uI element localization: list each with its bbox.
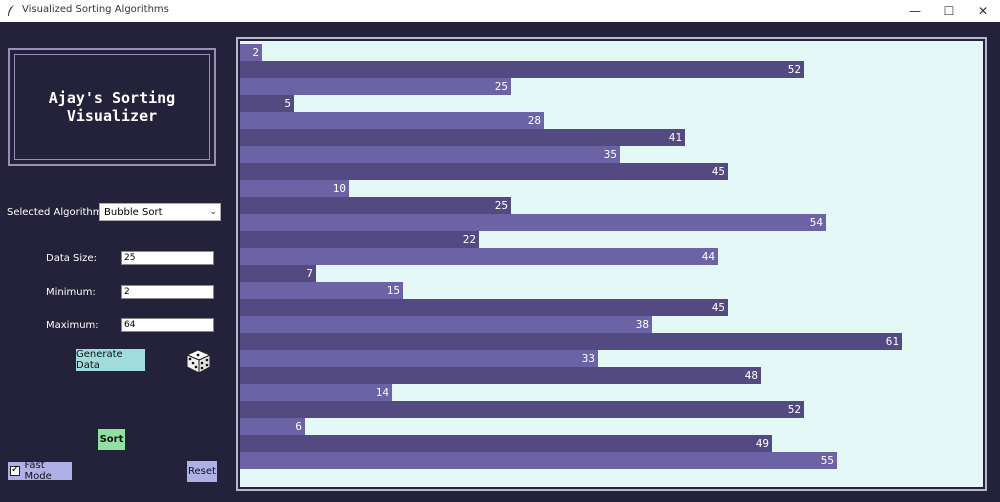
maximum-label: Maximum: (46, 320, 99, 331)
bar-value-label: 38 (635, 318, 649, 331)
data-bar: 6 (240, 418, 305, 435)
bar-value-label: 35 (603, 148, 617, 161)
bar-value-label: 54 (809, 216, 823, 229)
bar-value-label: 25 (494, 199, 508, 212)
title-bar: Visualized Sorting Algorithms — ☐ ✕ (0, 0, 1000, 23)
data-bar: 33 (240, 350, 598, 367)
bar-value-label: 49 (755, 437, 769, 450)
data-bar: 14 (240, 384, 392, 401)
data-bar: 35 (240, 146, 620, 163)
data-bar: 45 (240, 163, 728, 180)
data-bar: 25 (240, 78, 511, 95)
fast-mode-checkbox[interactable]: ✓ Fast Mode (8, 460, 72, 482)
data-bar: 15 (240, 282, 403, 299)
data-bar: 41 (240, 129, 685, 146)
minimum-label: Minimum: (46, 287, 96, 298)
reset-button[interactable]: Reset (187, 461, 217, 482)
data-bar: 25 (240, 197, 511, 214)
data-bar: 28 (240, 112, 544, 129)
data-bar: 49 (240, 435, 772, 452)
data-size-label: Data Size: (46, 253, 97, 264)
minimize-button[interactable]: — (909, 4, 921, 18)
feather-icon (8, 5, 14, 16)
dice-icon[interactable] (183, 346, 213, 376)
data-size-input[interactable]: 25 (121, 251, 214, 265)
data-bar: 5 (240, 95, 294, 112)
algorithm-label: Selected Algorithm: (7, 207, 106, 218)
algorithm-select[interactable]: Bubble Sort ⌄ (99, 203, 221, 221)
bar-value-label: 52 (787, 63, 801, 76)
bar-value-label: 44 (701, 250, 715, 263)
data-bar: 55 (240, 452, 837, 469)
check-icon: ✓ (11, 464, 20, 475)
bar-value-label: 5 (284, 97, 291, 110)
bar-value-label: 41 (668, 131, 682, 144)
maximize-button[interactable]: ☐ (943, 4, 955, 18)
logo-panel: Ajay's Sorting Visualizer (8, 48, 216, 166)
data-bar: 45 (240, 299, 728, 316)
chevron-down-icon: ⌄ (209, 207, 217, 217)
data-bar: 22 (240, 231, 479, 248)
bar-value-label: 14 (375, 386, 389, 399)
bar-value-label: 61 (885, 335, 899, 348)
minimum-input[interactable]: 2 (121, 285, 214, 299)
bar-value-label: 45 (711, 165, 725, 178)
data-bar: 52 (240, 401, 804, 418)
bar-value-label: 22 (462, 233, 476, 246)
checkbox-icon[interactable]: ✓ (10, 464, 20, 476)
bar-value-label: 15 (386, 284, 400, 297)
bar-value-label: 28 (527, 114, 541, 127)
data-bar: 61 (240, 333, 902, 350)
algorithm-select-value: Bubble Sort (104, 207, 163, 218)
window-title: Visualized Sorting Algorithms (22, 4, 169, 15)
data-bar: 52 (240, 61, 804, 78)
bar-value-label: 48 (744, 369, 758, 382)
bar-value-label: 45 (711, 301, 725, 314)
maximum-input[interactable]: 64 (121, 318, 214, 332)
app-logo-title: Ajay's Sorting Visualizer (48, 89, 176, 125)
bar-value-label: 52 (787, 403, 801, 416)
fast-mode-label: Fast Mode (24, 460, 52, 482)
data-bar: 54 (240, 214, 826, 231)
bar-value-label: 10 (332, 182, 346, 195)
data-bar: 44 (240, 248, 718, 265)
generate-data-button[interactable]: Generate Data (76, 349, 145, 371)
data-bar: 7 (240, 265, 316, 282)
data-bar: 48 (240, 367, 761, 384)
bar-value-label: 7 (306, 267, 313, 280)
bar-chart-canvas: 2 52 25 5 28 41 35 45 10 25 54 22 44 7 15 45 38 61 33 48 14 5… (240, 41, 983, 487)
bar-value-label: 2 (252, 46, 259, 59)
data-bar: 10 (240, 180, 349, 197)
data-bar: 38 (240, 316, 652, 333)
bar-value-label: 55 (820, 454, 834, 467)
data-bar: 2 (240, 44, 262, 61)
close-button[interactable]: ✕ (977, 4, 989, 18)
bar-value-label: 25 (494, 80, 508, 93)
bar-value-label: 33 (581, 352, 595, 365)
bar-value-label: 6 (295, 420, 302, 433)
sort-button[interactable]: Sort (98, 429, 125, 450)
